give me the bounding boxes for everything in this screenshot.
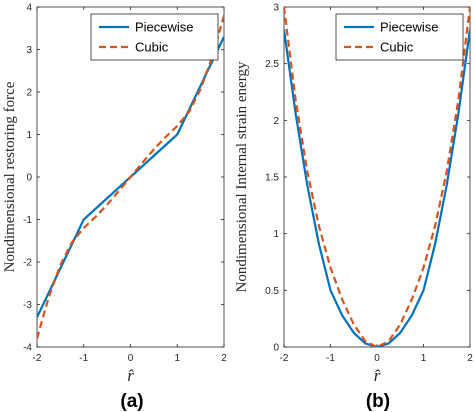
- y-tick-label: 0.5: [265, 286, 279, 297]
- y-tick-label: 4: [26, 3, 32, 14]
- y-tick-label: 2: [26, 88, 32, 99]
- y-tick-label: 3: [273, 3, 279, 14]
- series-cubic-line: [37, 15, 224, 339]
- legend-box: [335, 13, 464, 61]
- y-tick-label: 1: [26, 130, 32, 141]
- y-tick-label: 1.5: [265, 173, 279, 184]
- panel-b: -2 -1 0 1 2 0 0.5 1 1.5 2 2.5 3 Piecewise Cubic Nondim…: [234, 3, 473, 412]
- x-tick-label: -2: [280, 353, 289, 364]
- panel-a: -2 -1 0 1 2 -4 -3 -2 -1 0 1 2 3 4 Piecewise Cubic Nondim…: [2, 3, 227, 412]
- y-tick-label: 0: [273, 343, 279, 354]
- legend-label-cubic: Cubic: [380, 40, 414, 55]
- series-cubic-line: [284, 7, 470, 347]
- panel-label: (a): [120, 391, 143, 412]
- panel-label: (b): [366, 391, 390, 412]
- x-axis-label: r̂: [127, 366, 134, 385]
- legend-label-piecewise: Piecewise: [135, 20, 194, 35]
- y-tick-label: 0: [26, 173, 32, 184]
- x-axis-label: r̂: [374, 366, 381, 385]
- x-tick-label: 0: [128, 353, 134, 364]
- x-tick-label: 2: [221, 353, 227, 364]
- legend-label-piecewise: Piecewise: [380, 20, 439, 35]
- x-tick-label: 1: [174, 353, 180, 364]
- y-axis-label: Nondimensional restoring force: [2, 81, 18, 272]
- legend: Piecewise Cubic: [90, 13, 219, 61]
- y-tick-label: -2: [23, 258, 32, 269]
- y-tick-label: 1: [273, 229, 279, 240]
- y-tick-label: 2: [273, 116, 279, 127]
- x-tick-label: 2: [467, 353, 473, 364]
- legend: Piecewise Cubic: [335, 13, 464, 61]
- y-tick-label: 2.5: [265, 59, 279, 70]
- y-tick-label: -3: [23, 300, 32, 311]
- legend-box: [90, 13, 219, 61]
- x-tick-label: -1: [79, 353, 88, 364]
- x-tick-label: -2: [33, 353, 42, 364]
- x-tick-label: 0: [374, 353, 380, 364]
- y-axis-label: Nondimensional Internal strain energy: [234, 61, 250, 292]
- y-tick-label: 3: [26, 45, 32, 56]
- x-tick-label: -1: [326, 353, 335, 364]
- series-piecewise-line: [284, 29, 470, 347]
- y-tick-label: -1: [23, 215, 32, 226]
- x-tick-label: 1: [421, 353, 427, 364]
- legend-label-cubic: Cubic: [135, 40, 169, 55]
- y-tick-label: -4: [23, 343, 32, 354]
